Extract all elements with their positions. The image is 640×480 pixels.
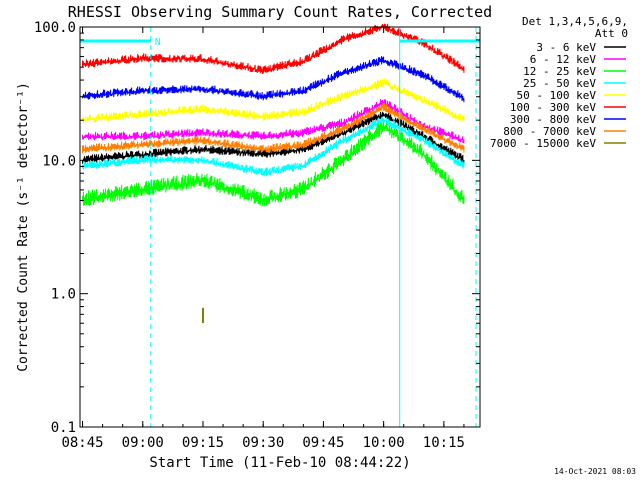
series-line-50-100kev bbox=[82, 78, 465, 124]
plot-frame bbox=[79, 26, 481, 428]
legend-label: 3 - 6 keV bbox=[536, 41, 596, 54]
legend-label: 50 - 100 keV bbox=[517, 89, 597, 102]
legend-header: Det 1,3,4,5,6,9, bbox=[522, 15, 628, 28]
y-tick-label: 1.0 bbox=[51, 287, 76, 303]
footer-date: 14-Oct-2021 08:03 bbox=[554, 467, 636, 476]
series-layer bbox=[82, 23, 465, 324]
y-tick-label: 100.0 bbox=[34, 20, 76, 36]
series-line-100-300kev bbox=[82, 23, 465, 74]
y-tick-label: 0.1 bbox=[51, 420, 76, 436]
series-line-300-800kev bbox=[82, 56, 465, 103]
series-line-800-7000kev bbox=[82, 103, 465, 154]
legend-label: 12 - 25 keV bbox=[523, 65, 596, 78]
x-tick-label: 09:45 bbox=[302, 435, 344, 451]
series-line-25-50kev bbox=[82, 116, 465, 177]
legend-label: 7000 - 15000 keV bbox=[490, 137, 596, 150]
series-line-12-25kev bbox=[82, 118, 465, 207]
x-tick-label: 10:15 bbox=[423, 435, 465, 451]
legend-label: 300 - 800 keV bbox=[510, 113, 596, 126]
chart-title: RHESSI Observing Summary Count Rates, Co… bbox=[68, 3, 492, 21]
x-tick-label: 10:00 bbox=[363, 435, 405, 451]
x-tick-label: 09:15 bbox=[182, 435, 224, 451]
y-tick-layer: 100.0 10.0 1.0 0.1 bbox=[34, 20, 480, 436]
x-tick-layer: 08:45 09:00 09:15 09:30 09:45 10:00 10:15 bbox=[61, 27, 465, 451]
series-line-6-12kev bbox=[82, 99, 465, 144]
y-axis-label: Corrected Count Rate (s⁻¹ detector⁻¹) bbox=[16, 82, 31, 372]
x-axis-label: Start Time (11-Feb-10 08:44:22) bbox=[149, 455, 410, 471]
annotation-label: N bbox=[155, 37, 161, 48]
series-line-3-6kev bbox=[82, 111, 465, 164]
legend-header: Att 0 bbox=[595, 27, 628, 40]
x-tick-label: 09:30 bbox=[242, 435, 284, 451]
x-tick-label: 09:00 bbox=[122, 435, 164, 451]
legend-label: 25 - 50 keV bbox=[523, 77, 596, 90]
legend-label: 800 - 7000 keV bbox=[503, 125, 596, 138]
x-tick-label: 08:45 bbox=[61, 435, 103, 451]
legend-label: 100 - 300 keV bbox=[510, 101, 596, 114]
legend-label: 6 - 12 keV bbox=[530, 53, 597, 66]
y-tick-label: 10.0 bbox=[42, 153, 76, 169]
